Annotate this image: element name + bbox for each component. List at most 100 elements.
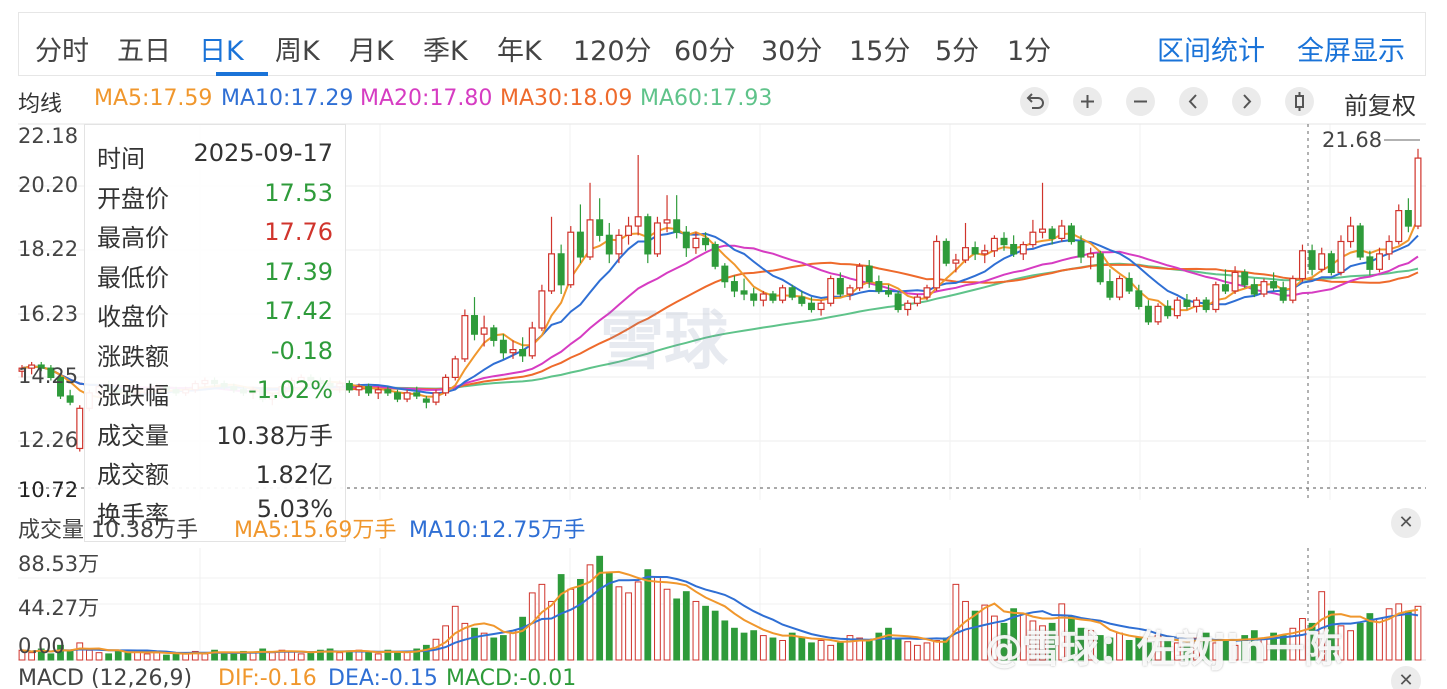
tab-7[interactable]: 120分 (573, 36, 652, 67)
volume-bar (596, 555, 604, 661)
volume-bar (759, 635, 767, 661)
volume-bar (95, 652, 103, 661)
volume-bar (702, 605, 709, 661)
volume-bar (230, 653, 238, 661)
volume-bar (1241, 635, 1249, 661)
candle-body (480, 327, 488, 335)
tooltip-row: 涨跌额 -0.18 (97, 337, 333, 373)
volume-bar (615, 586, 623, 661)
tab-9[interactable]: 30分 (761, 36, 823, 67)
candle-body (1318, 253, 1326, 270)
candle-body (403, 392, 411, 400)
close-icon[interactable]: ✕ (1391, 666, 1421, 689)
candle-body (1087, 253, 1095, 258)
candle-body (952, 259, 960, 264)
candle-body (509, 349, 517, 354)
candle-body (1298, 250, 1306, 280)
candle-body (1116, 277, 1124, 298)
volume-bar (577, 578, 584, 661)
tab-4[interactable]: 月K (349, 36, 394, 67)
volume-bar (519, 616, 527, 661)
candle-body (519, 349, 527, 357)
chevron-left-icon[interactable] (1179, 87, 1208, 116)
candle-icon[interactable] (1285, 87, 1314, 116)
tab-11[interactable]: 5分 (935, 36, 980, 67)
tab-2[interactable]: 日K (199, 36, 244, 67)
fullscreen-button[interactable]: 全屏显示 (1297, 36, 1405, 67)
undo-icon[interactable] (1020, 87, 1049, 116)
volume-bar (1193, 637, 1200, 661)
price-adjust-toggle[interactable]: 前复权 (1344, 92, 1416, 120)
close-icon[interactable]: ✕ (1391, 508, 1421, 538)
candle-body (933, 240, 941, 289)
tooltip-key: 时间 (97, 145, 145, 173)
volume-bar (172, 653, 180, 661)
zoom-in-icon[interactable] (1073, 87, 1102, 116)
candle-body (1241, 271, 1249, 286)
volume-bar (365, 652, 372, 661)
volume-bar (509, 630, 517, 661)
tab-5[interactable]: 季K (423, 36, 468, 67)
candle-body (779, 287, 787, 301)
range-stats-button[interactable]: 区间统计 (1157, 36, 1265, 67)
candle-body (557, 253, 565, 286)
tab-10[interactable]: 15分 (849, 36, 911, 67)
volume-bar (1087, 630, 1095, 661)
candle-body (374, 389, 382, 394)
tab-1[interactable]: 五日 (117, 36, 171, 67)
volume-bar (1029, 620, 1037, 661)
candle-body (1096, 253, 1104, 283)
volume-bar (827, 644, 835, 661)
volume-bar (846, 635, 854, 661)
volume-bar (1048, 622, 1056, 661)
candle-body (1125, 277, 1133, 292)
candle-body (1221, 284, 1229, 292)
volume-bar (201, 653, 209, 661)
candle-body (1366, 256, 1374, 270)
candle-body (827, 277, 835, 304)
ma10-label: MA10:17.29 (221, 86, 354, 111)
chevron-right-icon[interactable] (1232, 87, 1261, 116)
volume-bar (374, 653, 382, 661)
volume-bar (124, 652, 132, 661)
volume-bar (1145, 642, 1152, 661)
tab-8[interactable]: 60分 (674, 36, 736, 67)
volume-bar (384, 649, 392, 661)
tab-0[interactable]: 分时 (35, 36, 89, 67)
tooltip-value: 17.53 (264, 178, 333, 207)
volume-bar (981, 604, 989, 661)
zoom-out-icon[interactable] (1126, 87, 1155, 116)
candle-body (1414, 157, 1422, 227)
volume-bar (1327, 610, 1335, 661)
candle-body (1048, 228, 1056, 240)
volume-bar (57, 644, 64, 661)
candle-body (1231, 271, 1239, 292)
candle-body (673, 219, 681, 233)
ma30-label: MA30:18.09 (500, 86, 633, 111)
volume-bar (798, 637, 806, 661)
volume-bar (1010, 608, 1018, 661)
candle-body (1000, 237, 1008, 246)
candle-body (451, 358, 459, 379)
volume-bar (894, 637, 902, 661)
candle-body (884, 290, 892, 295)
tooltip-value: 10.38万手 (216, 421, 333, 450)
candle-body (913, 296, 921, 304)
tab-12[interactable]: 1分 (1007, 36, 1052, 67)
candle-body (740, 290, 748, 295)
candle-body (759, 293, 767, 301)
candle-body (1067, 225, 1075, 243)
volume-bar (971, 610, 979, 661)
price-tick: 20.20 (18, 173, 79, 197)
volume-bar (394, 652, 401, 661)
tab-3[interactable]: 周K (275, 36, 320, 67)
candle-body (990, 237, 998, 252)
volume-bar (1173, 642, 1181, 661)
volume-bar (1385, 608, 1393, 661)
volume-bar (1000, 622, 1008, 661)
candle-body (750, 293, 758, 301)
volume-bar (1212, 642, 1220, 661)
volume-bar (885, 627, 892, 661)
tab-6[interactable]: 年K (497, 36, 542, 67)
candle-body (971, 247, 979, 255)
